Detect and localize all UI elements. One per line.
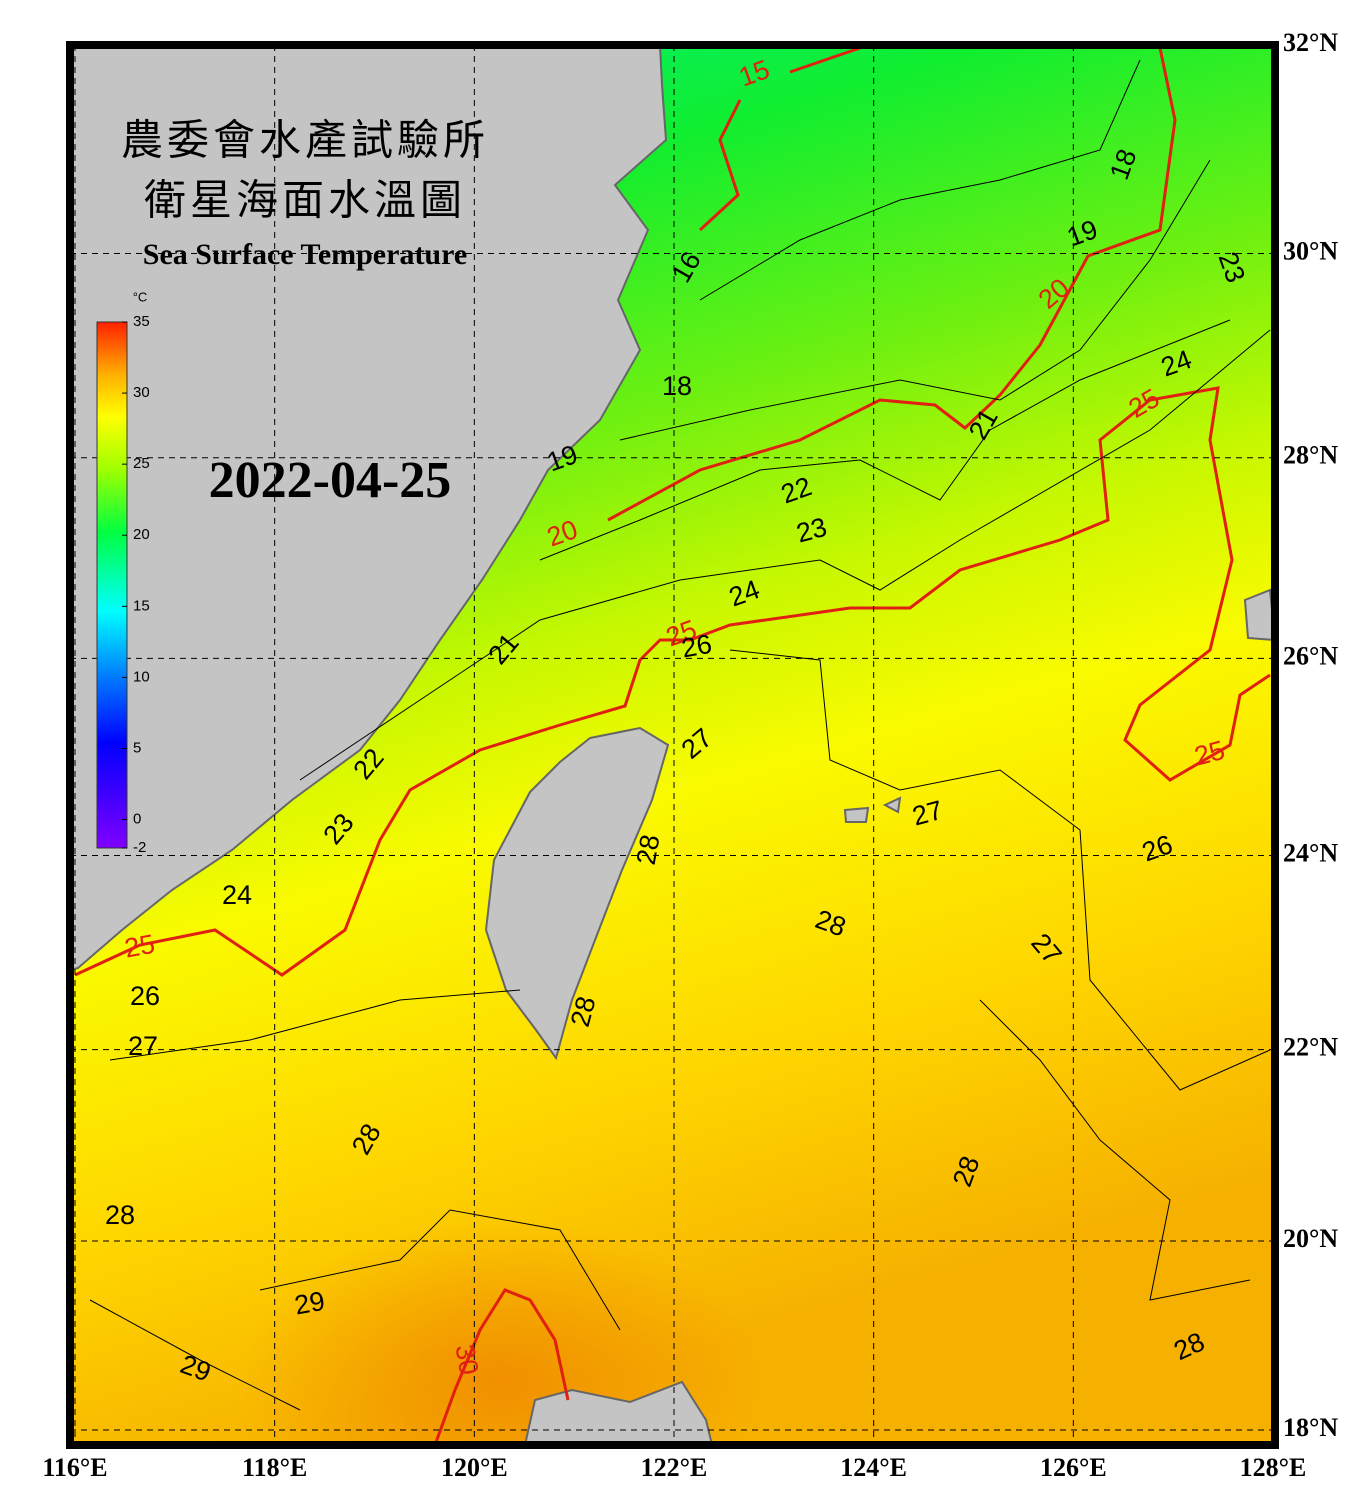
- subtitle-zh: 衛星海面水溫圖: [144, 179, 466, 225]
- grid: [70, 45, 1275, 1445]
- lat-tick-label: 26°N: [1283, 641, 1338, 670]
- contour-label: 18: [662, 371, 692, 401]
- lat-tick-label: 20°N: [1283, 1224, 1338, 1253]
- colorbar-tick-label: -2: [133, 839, 146, 856]
- lat-tick-label: 32°N: [1283, 28, 1338, 57]
- lon-tick-label: 122°E: [641, 1453, 708, 1482]
- lon-tick-label: 116°E: [42, 1453, 107, 1482]
- okinawa-islands: [843, 588, 1275, 823]
- china-coast: [70, 45, 668, 972]
- colorbar-tick-label: 10: [133, 668, 150, 685]
- colorbar-ticks: 35 30 25 20 15 10 5 0 -2: [122, 313, 150, 856]
- contour-label: 29: [292, 1286, 327, 1321]
- lon-tick-label: 120°E: [441, 1453, 508, 1482]
- lat-tick-label: 24°N: [1283, 838, 1338, 867]
- colorbar: [96, 321, 128, 849]
- frame: [66, 41, 1279, 1449]
- colorbar-tick-label: 30: [133, 384, 150, 401]
- lon-tick-label: 128°E: [1240, 1453, 1307, 1482]
- contour-label: 27: [128, 1031, 158, 1061]
- taiwan: [484, 726, 670, 1061]
- title-zh: 農委會水產試驗所: [121, 118, 489, 165]
- date: 2022-04-25: [209, 452, 452, 509]
- title-en: Sea Surface Temperature: [143, 238, 467, 271]
- lat-tick-label: 30°N: [1283, 236, 1338, 265]
- colorbar-tick-label: 35: [133, 313, 150, 330]
- warm-pool: [240, 1220, 760, 1445]
- lon-tick-label: 124°E: [840, 1453, 907, 1482]
- isotherms-minor: [89, 59, 1271, 1411]
- contour-label: 25: [122, 929, 157, 964]
- colorbar-tick-label: 5: [133, 739, 141, 756]
- contour-label: 30: [449, 1342, 484, 1377]
- colorbar-tick-label: 15: [133, 597, 150, 614]
- colorbar-tick-label: 20: [133, 526, 150, 543]
- contour-label: 26: [130, 981, 160, 1011]
- contour-label: 26: [679, 629, 714, 664]
- colorbar-tick-label: 25: [133, 455, 150, 472]
- contour-label: 24: [222, 880, 252, 910]
- lon-tick-label: 118°E: [242, 1453, 307, 1482]
- contour-label: 28: [105, 1200, 135, 1230]
- colorbar-unit: °C: [133, 289, 148, 304]
- colorbar-tick-label: 0: [133, 811, 141, 828]
- lat-tick-label: 22°N: [1283, 1033, 1338, 1062]
- luzon: [523, 1380, 714, 1445]
- lon-tick-label: 126°E: [1040, 1453, 1107, 1482]
- axes: 116°E 118°E 120°E 122°E 124°E 126°E 128°E 32°N 3…: [42, 28, 1338, 1482]
- contour-label: 28: [631, 832, 666, 867]
- lat-tick-label: 18°N: [1283, 1413, 1338, 1442]
- lat-tick-label: 28°N: [1283, 441, 1338, 470]
- isotherms-major: [74, 46, 1271, 1445]
